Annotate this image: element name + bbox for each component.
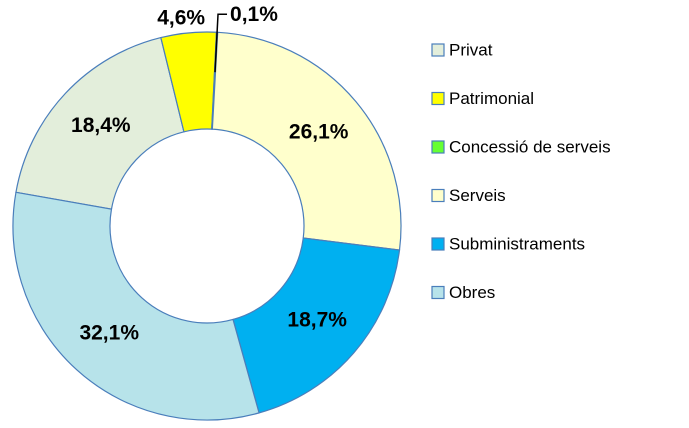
- data-label: 18,4%: [71, 114, 131, 137]
- data-label: 26,1%: [289, 120, 349, 143]
- legend-label: Privat: [449, 40, 493, 59]
- data-label: 4,6%: [157, 6, 205, 29]
- legend-swatch: [431, 188, 445, 203]
- legend-label: Obres: [449, 283, 495, 302]
- legend-swatch: [431, 285, 445, 300]
- data-label: 18,7%: [287, 309, 347, 332]
- legend-label: Serveis: [449, 186, 506, 205]
- legend-label: Subministraments: [449, 234, 585, 253]
- donut-slice: [12, 191, 260, 421]
- legend-label: Patrimonial: [449, 89, 534, 108]
- data-label: 32,1%: [79, 321, 139, 344]
- donut-slice: [15, 36, 185, 210]
- donut-slice: [232, 237, 401, 414]
- legend-swatch: [431, 91, 445, 106]
- legend-swatch: [431, 43, 445, 57]
- legend-swatch: [431, 237, 445, 251]
- legend-swatch: [431, 140, 445, 154]
- leader-line: [214, 13, 228, 73]
- data-label: 0,1%: [230, 3, 278, 26]
- legend-label: Concessió de serveis: [449, 137, 611, 156]
- donut-slice: [211, 31, 402, 251]
